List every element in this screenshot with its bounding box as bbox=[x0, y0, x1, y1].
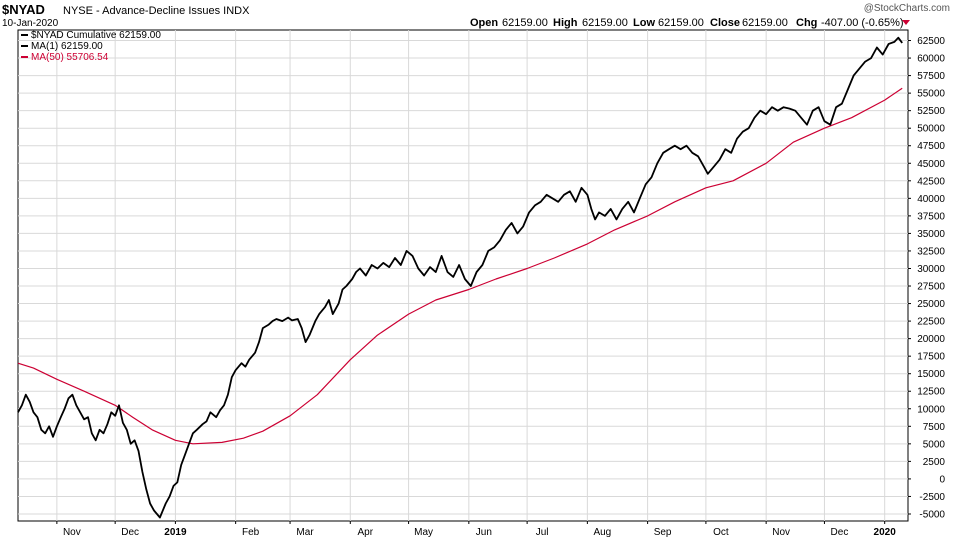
y-tick-label: 17500 bbox=[917, 352, 945, 363]
quote-bar: Open 62159.00 High 62159.00 Low 62159.00… bbox=[470, 17, 910, 29]
x-tick-label: Oct bbox=[713, 527, 729, 538]
y-tick-label: 15000 bbox=[917, 369, 945, 380]
open-label: Open bbox=[470, 17, 498, 29]
cumulative-line bbox=[17, 36, 903, 519]
watermark: @StockCharts.com bbox=[864, 3, 950, 14]
y-tick-label: 30000 bbox=[917, 264, 945, 275]
chg-label: Chg bbox=[796, 17, 817, 29]
x-axis: Nov Dec 2019 Feb Mar Apr May Jun Jul Aug Sep Oct Nov… bbox=[56, 521, 897, 538]
y-tick-label: 10000 bbox=[917, 404, 945, 415]
x-tick-label: Mar bbox=[296, 527, 314, 538]
legend-item-ma1: MA(1) 62159.00 bbox=[31, 41, 103, 52]
close-label: Close bbox=[710, 17, 740, 29]
legend-item-ma50: MA(50) 55706.54 bbox=[31, 52, 109, 63]
close-value: 62159.00 bbox=[742, 17, 788, 29]
ma50-line bbox=[17, 87, 903, 445]
y-tick-label: 37500 bbox=[917, 211, 945, 222]
x-tick-label: Nov bbox=[772, 527, 790, 538]
high-label: High bbox=[553, 17, 578, 29]
x-tick-label: May bbox=[414, 527, 433, 538]
open-value: 62159.00 bbox=[502, 17, 548, 29]
x-tick-label: Apr bbox=[358, 527, 374, 538]
low-label: Low bbox=[633, 17, 655, 29]
y-tick-label: 60000 bbox=[917, 54, 945, 65]
x-tick-label: Sep bbox=[654, 527, 672, 538]
y-axis: -5000 -2500 0 2500 5000 7500 10000 12500 15000 17… bbox=[908, 36, 945, 520]
low-value: 62159.00 bbox=[658, 17, 704, 29]
symbol-title: $NYAD bbox=[2, 2, 45, 17]
high-value: 62159.00 bbox=[582, 17, 628, 29]
y-tick-label: 47500 bbox=[917, 141, 945, 152]
y-tick-label: 25000 bbox=[917, 299, 945, 310]
y-tick-label: -5000 bbox=[919, 509, 945, 520]
y-tick-label: 0 bbox=[939, 474, 945, 485]
y-tick-label: 35000 bbox=[917, 229, 945, 240]
series-layer bbox=[17, 36, 903, 519]
y-tick-label: 22500 bbox=[917, 317, 945, 328]
y-tick-label: 45000 bbox=[917, 159, 945, 170]
y-tick-label: 42500 bbox=[917, 176, 945, 187]
down-triangle-icon bbox=[902, 20, 910, 25]
y-tick-label: 55000 bbox=[917, 89, 945, 100]
grid bbox=[18, 30, 908, 521]
y-tick-label: 57500 bbox=[917, 71, 945, 82]
y-tick-label: 12500 bbox=[917, 387, 945, 398]
y-tick-label: 52500 bbox=[917, 106, 945, 117]
x-tick-label: 2019 bbox=[164, 527, 187, 538]
y-tick-label: 27500 bbox=[917, 282, 945, 293]
x-tick-label: Jun bbox=[476, 527, 492, 538]
x-tick-label: 2020 bbox=[874, 527, 897, 538]
y-tick-label: 62500 bbox=[917, 36, 945, 47]
x-tick-label: Jul bbox=[536, 527, 549, 538]
x-tick-label: Dec bbox=[121, 527, 139, 538]
x-tick-label: Nov bbox=[63, 527, 81, 538]
legend-item-cumulative: $NYAD Cumulative 62159.00 bbox=[31, 30, 161, 41]
y-tick-label: 20000 bbox=[917, 334, 945, 345]
y-tick-label: 7500 bbox=[923, 422, 946, 433]
x-tick-label: Aug bbox=[593, 527, 611, 538]
y-tick-label: -2500 bbox=[919, 492, 945, 503]
y-tick-label: 50000 bbox=[917, 124, 945, 135]
x-tick-label: Feb bbox=[242, 527, 260, 538]
x-tick-label: Dec bbox=[831, 527, 849, 538]
chg-value: -407.00 (-0.65%) bbox=[821, 17, 904, 29]
symbol-description: NYSE - Advance-Decline Issues INDX bbox=[63, 5, 250, 17]
chart-date: 10-Jan-2020 bbox=[2, 18, 59, 29]
y-tick-label: 40000 bbox=[917, 194, 945, 205]
legend: $NYAD Cumulative 62159.00 MA(1) 62159.00… bbox=[21, 30, 161, 63]
y-tick-label: 5000 bbox=[923, 439, 946, 450]
y-tick-label: 32500 bbox=[917, 246, 945, 257]
y-tick-label: 2500 bbox=[923, 457, 946, 468]
